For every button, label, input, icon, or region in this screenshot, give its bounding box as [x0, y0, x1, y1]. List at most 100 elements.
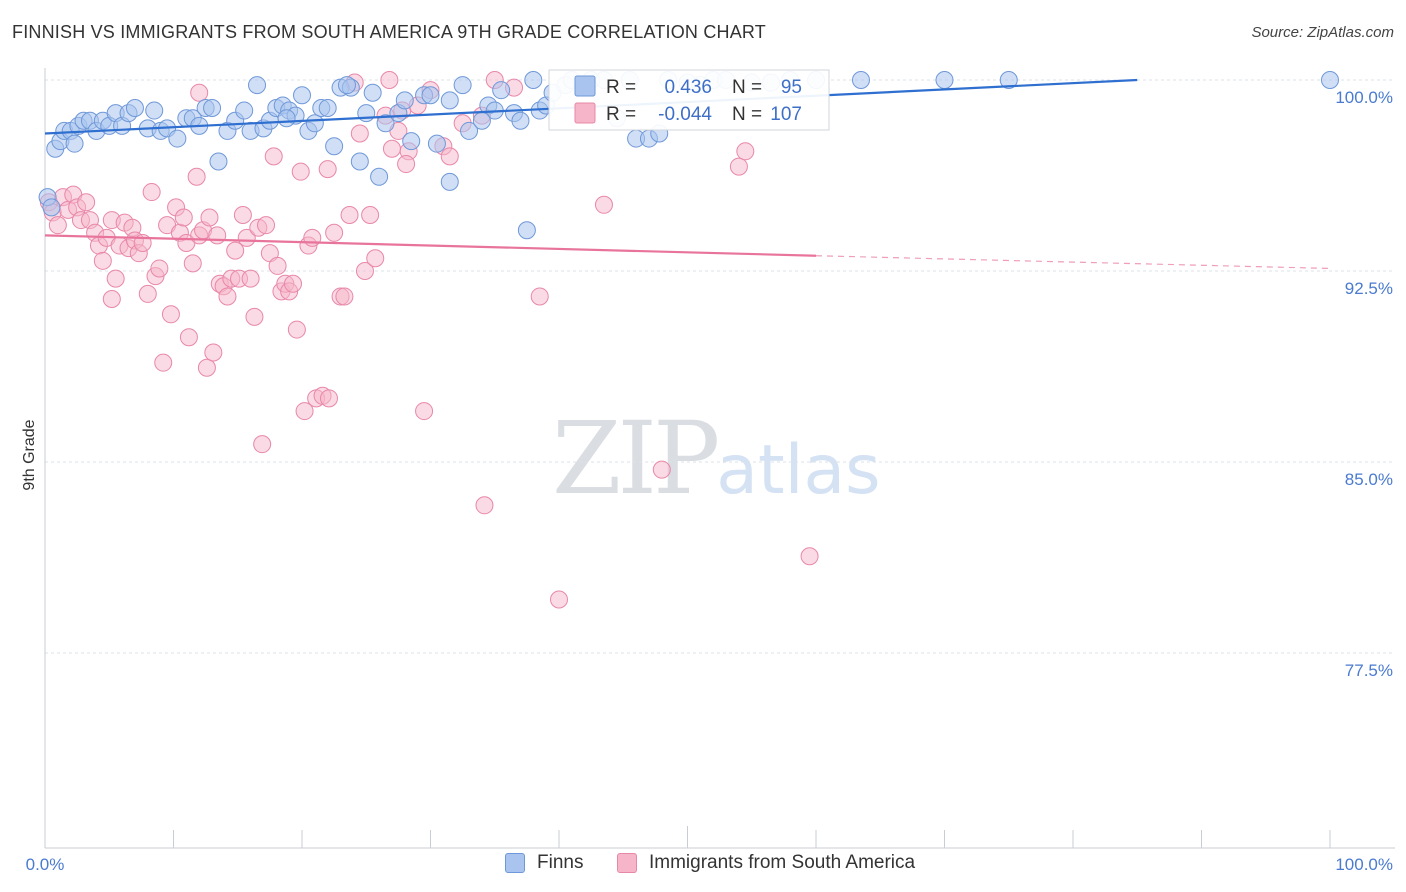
finns-point: [337, 76, 356, 95]
immigrants-trend-extension: [815, 255, 1331, 270]
legend-swatch-finns: [574, 75, 596, 97]
watermark-atlas: atlas: [716, 431, 881, 510]
y-tick-label: 77.5%: [1345, 661, 1393, 680]
immigrants-point: [382, 139, 401, 158]
immigrants-point: [303, 228, 322, 247]
finns-point: [421, 86, 440, 105]
grid-lines: [45, 79, 1395, 654]
finns-point: [453, 76, 472, 95]
y-tick-label: 92.5%: [1345, 279, 1393, 298]
immigrants-point: [355, 262, 374, 280]
finns-point: [350, 152, 369, 171]
y-axis-label: 9th Grade: [21, 419, 38, 490]
immigrants-point: [102, 290, 121, 309]
immigrants-point: [241, 269, 260, 288]
immigrants-point: [800, 547, 819, 566]
immigrants-point: [257, 216, 276, 235]
immigrants-point: [550, 590, 568, 609]
immigrants-point: [154, 353, 173, 372]
legend-item-finns[interactable]: Finns: [505, 852, 583, 874]
immigrants-point: [245, 307, 264, 326]
immigrants-point: [397, 155, 416, 174]
legend-n-value-2: 107: [770, 104, 802, 125]
immigrants-point: [350, 124, 369, 143]
immigrants-point: [77, 193, 96, 212]
finns-label: Finns: [537, 852, 584, 873]
immigrants-point: [197, 358, 216, 377]
immigrants-point: [218, 287, 237, 306]
finns-point: [472, 111, 491, 130]
finns-point: [440, 91, 459, 110]
watermark-zip: ZIP: [552, 400, 720, 517]
immigrants-point: [150, 259, 169, 278]
finns-swatch: [505, 853, 525, 873]
y-tick-label: 100.0%: [1335, 88, 1393, 107]
y-tick-label: 85.0%: [1345, 470, 1393, 489]
tick-labels: 100.0% 92.5% 85.0% 77.5% 0.0% 100.0%: [26, 88, 1393, 874]
immigrants-point: [233, 205, 252, 224]
immigrants-point: [291, 162, 310, 181]
finns-point: [203, 99, 222, 118]
finns-point: [318, 99, 337, 118]
legend-r-label-1: R =: [606, 77, 636, 98]
immigrants-swatch: [617, 853, 637, 873]
immigrants-point: [319, 389, 338, 408]
immigrants-point: [237, 228, 256, 247]
immigrants-point: [183, 254, 202, 273]
finns-point: [248, 76, 267, 95]
chart-title: FINNISH VS IMMIGRANTS FROM SOUTH AMERICA…: [12, 22, 766, 42]
finns-point: [235, 101, 254, 120]
watermark: ZIPatlas: [552, 400, 881, 517]
immigrants-point: [200, 208, 219, 227]
immigrants-point: [284, 274, 303, 293]
finns-point: [145, 101, 164, 120]
finns-point: [42, 198, 61, 217]
immigrants-point: [287, 320, 306, 339]
finns-point: [325, 137, 344, 156]
immigrants-point: [335, 287, 354, 306]
immigrants-point: [366, 249, 385, 268]
immigrants-point: [174, 208, 193, 227]
legend-n-value-1: 95: [781, 77, 802, 98]
finns-point: [851, 71, 870, 89]
legend-item-immigrants[interactable]: Immigrants from South America: [617, 852, 915, 874]
immigrants-point: [361, 205, 380, 224]
legend-r-value-2: -0.044: [658, 104, 712, 125]
immigrants-point: [318, 160, 337, 179]
finns-point: [440, 172, 459, 191]
legend-r-label-2: R =: [606, 104, 636, 125]
immigrants-point: [142, 183, 161, 202]
immigrants-point: [295, 402, 314, 421]
finns-point: [209, 152, 228, 171]
x-tick-label-max: 100.0%: [1335, 855, 1393, 874]
finns-point: [277, 109, 296, 128]
finns-point: [460, 121, 479, 140]
finns-point: [363, 83, 382, 102]
immigrants-point: [253, 435, 272, 454]
immigrants-label: Immigrants from South America: [649, 852, 916, 873]
immigrants-point: [594, 195, 613, 214]
finns-point: [492, 81, 511, 100]
immigrants-point: [736, 142, 755, 161]
finns-point: [370, 167, 389, 186]
immigrants-point: [106, 269, 125, 288]
finns-point: [305, 114, 324, 133]
immigrants-points: [39, 71, 819, 609]
legend-swatch-immigrants: [574, 102, 596, 124]
immigrants-point: [440, 147, 459, 166]
immigrants-point: [93, 251, 112, 270]
immigrants-point: [268, 256, 287, 275]
immigrants-point: [161, 305, 180, 324]
finns-point: [168, 129, 187, 148]
finns-point: [935, 71, 954, 89]
finns-point: [402, 132, 421, 151]
legend-n-label-1: N =: [732, 77, 762, 98]
finns-point: [427, 134, 446, 153]
finns-point: [125, 99, 144, 118]
legend-n-label-2: N =: [732, 104, 762, 125]
immigrants-point: [652, 460, 671, 479]
finns-point: [511, 111, 530, 130]
finns-point: [395, 91, 414, 110]
immigrants-point: [138, 284, 157, 303]
